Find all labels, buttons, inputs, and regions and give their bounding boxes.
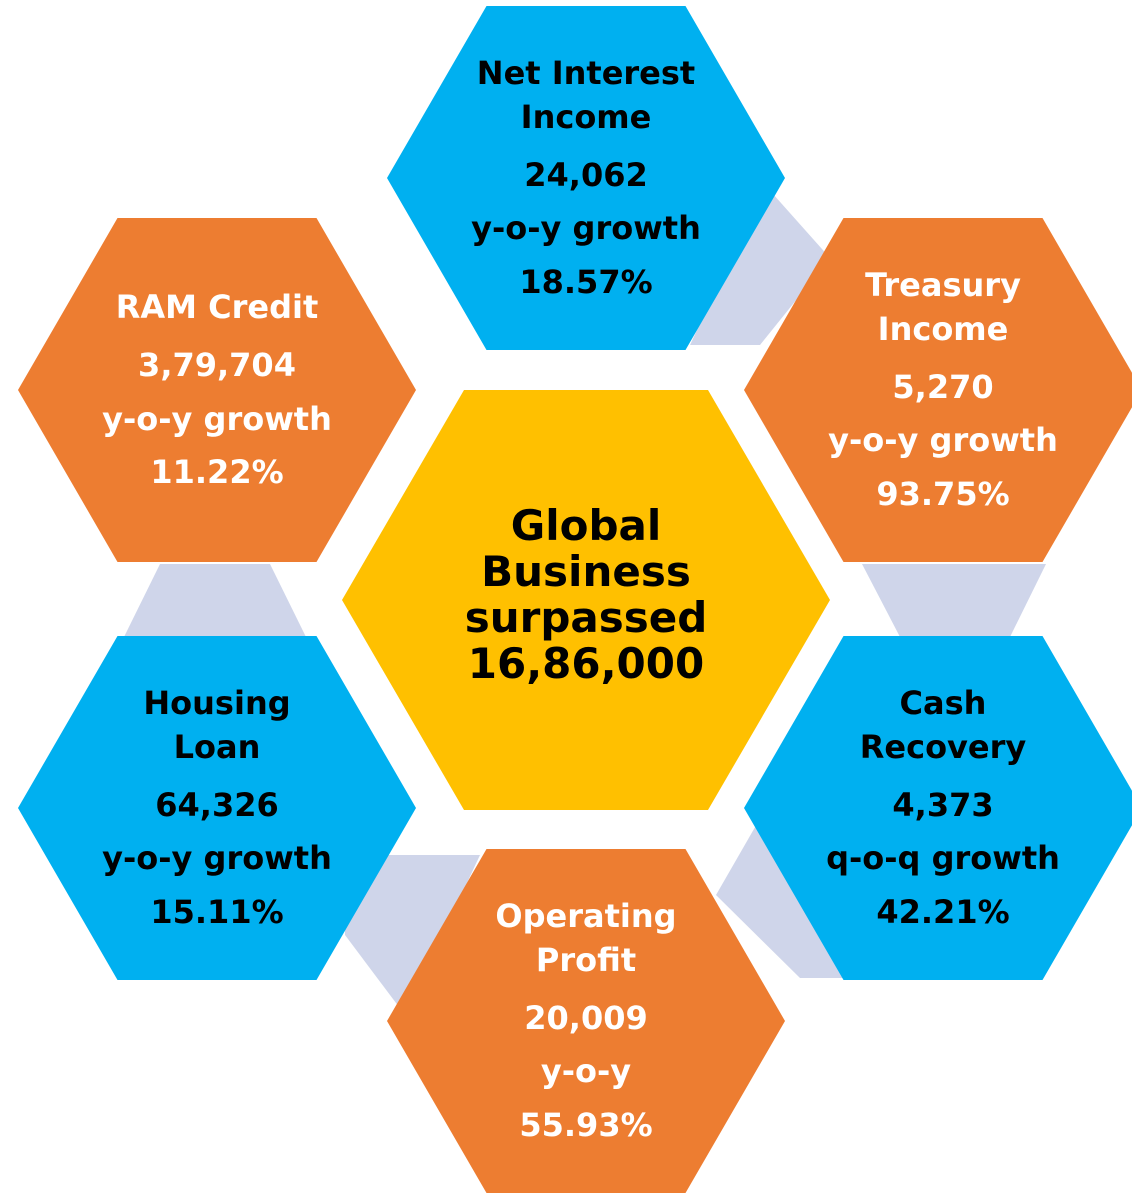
center-value: 16,86,000 — [467, 639, 705, 689]
hexagon-change: 15.11% — [150, 892, 284, 931]
hexagon — [18, 218, 416, 562]
hexagon-change: 11.22% — [150, 453, 284, 492]
hexagon-title: Operating Profit — [495, 897, 677, 979]
hexagon-change: 18.57% — [519, 262, 653, 301]
hexagon-title: Cash Recovery — [859, 684, 1027, 766]
hexagon-text: Net Interest Income 24,062 y-o-y growth 18.… — [406, 13, 766, 343]
hexagon-metric: y-o-y growth — [471, 209, 701, 248]
connector — [862, 564, 1046, 637]
hexagon-text: Cash Recovery 4,373 q-o-q growth 42.21% — [763, 643, 1123, 973]
hexagon-value: 5,270 — [892, 367, 994, 406]
hexagon — [387, 849, 785, 1193]
hexagon — [387, 6, 785, 350]
center-title: Global Business surpassed — [464, 500, 708, 642]
hexagon-value: 24,062 — [524, 155, 648, 194]
connector — [345, 855, 480, 1015]
hexagon-change: 42.21% — [876, 892, 1010, 931]
hexagon-value: 4,373 — [892, 785, 994, 824]
hexagon-metric: q-o-q growth — [826, 839, 1060, 878]
hexagon — [18, 636, 416, 980]
connector — [690, 185, 830, 345]
hexagon-metric: y-o-y growth — [102, 399, 332, 438]
hexagon — [744, 636, 1132, 980]
hexagon-value: 20,009 — [524, 998, 648, 1037]
hexagon-text: RAM Credit 3,79,704 y-o-y growth 11.22% — [37, 225, 397, 555]
hexagon-metric: y-o-y growth — [828, 421, 1058, 460]
hexagon-metric: y-o-y — [540, 1052, 632, 1091]
hexagon-text: Operating Profit 20,009 y-o-y 55.93% — [406, 856, 766, 1186]
hexagon-title: Housing Loan — [143, 684, 291, 766]
hexagon — [342, 390, 830, 810]
hexagon-title: Net Interest Income — [476, 54, 696, 136]
hexagon-title: Treasury Income — [865, 266, 1021, 348]
connectors — [124, 185, 1046, 1015]
hexagon-title: RAM Credit — [115, 288, 319, 327]
hexagon-value: 3,79,704 — [138, 346, 296, 385]
connector — [124, 564, 306, 637]
hexagon-text: Global Business surpassed 16,86,000 — [406, 405, 766, 785]
connector — [716, 822, 848, 978]
hexagon — [744, 218, 1132, 562]
hexagon-metric: y-o-y growth — [102, 839, 332, 878]
hexagon-text: Housing Loan 64,326 y-o-y growth 15.11% — [37, 643, 397, 973]
hexagon-change: 93.75% — [876, 474, 1010, 513]
hexagon-text: Treasury Income 5,270 y-o-y growth 93.75% — [763, 225, 1123, 555]
hexagon-value: 64,326 — [155, 785, 279, 824]
hexagon-change: 55.93% — [519, 1105, 653, 1144]
